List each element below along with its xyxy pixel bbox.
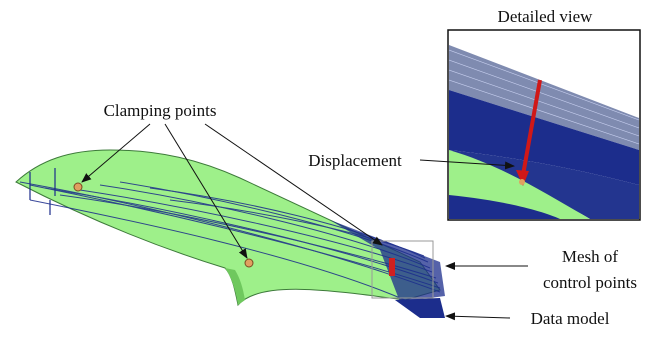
page: {"labels": {"detailed_view": "Detailed v… [0,0,652,334]
label: control points [543,273,637,292]
figure: Detailed view Clamping points Displaceme… [0,0,652,334]
label: Clamping points [104,101,217,120]
label: Detailed view [498,7,594,26]
detail-inset [448,30,640,220]
label: Data model [531,309,610,328]
wing-model [16,150,445,318]
label: Mesh of [562,247,619,266]
label: Displacement [308,151,402,170]
